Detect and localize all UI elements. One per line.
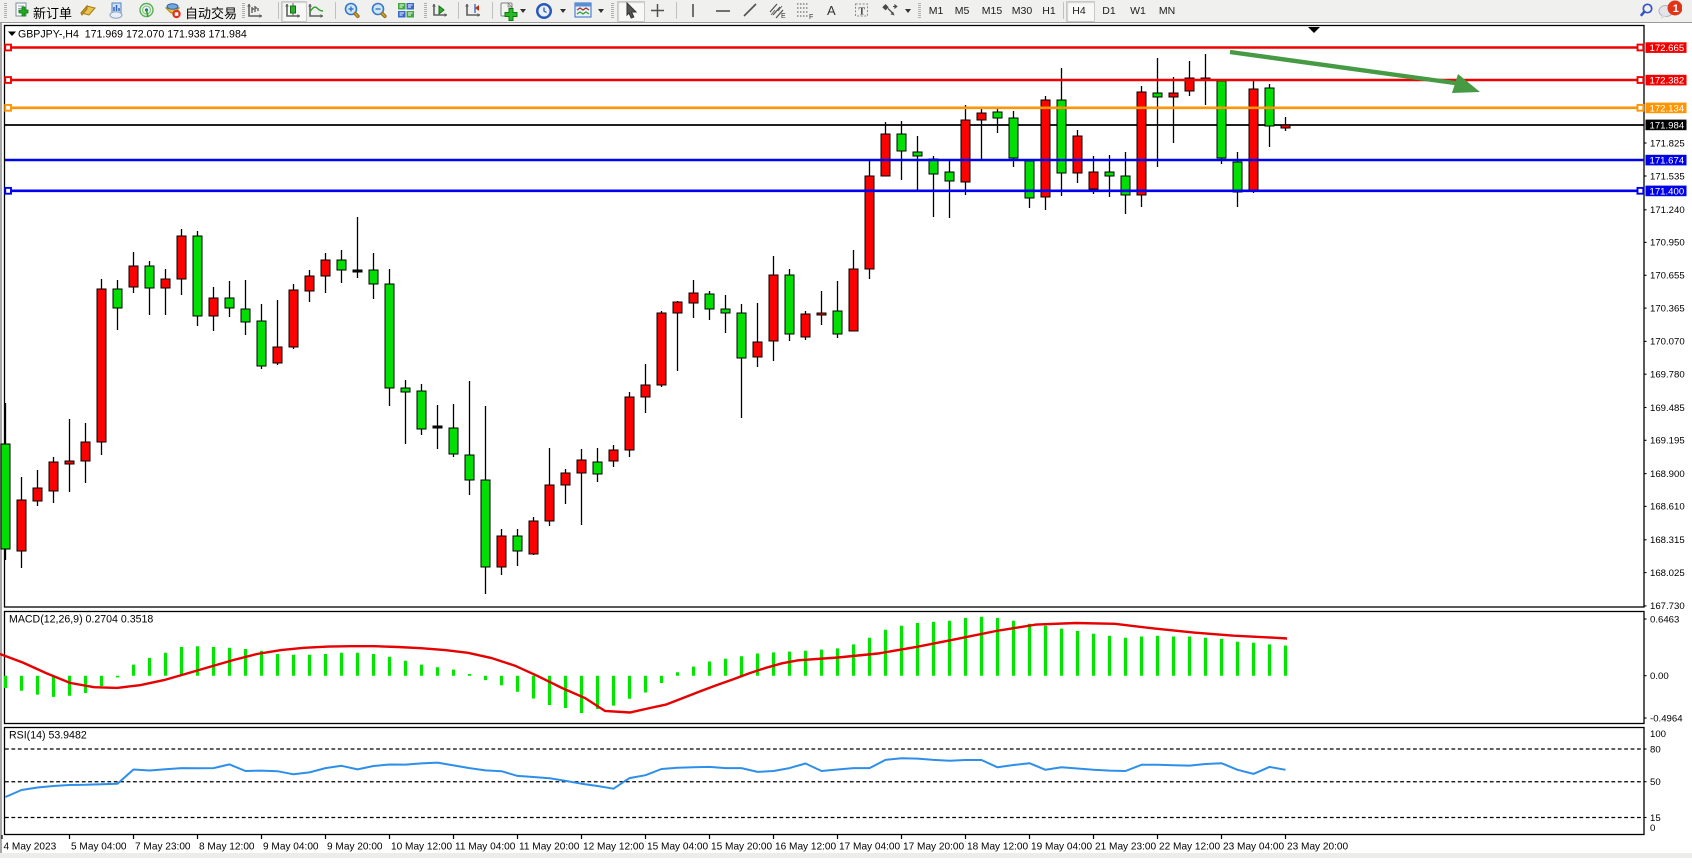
svg-text:5 May 04:00: 5 May 04:00	[71, 842, 127, 853]
svg-text:168.315: 168.315	[1650, 535, 1685, 546]
svg-text:17 May 20:00: 17 May 20:00	[903, 842, 965, 853]
svg-text:172.134: 172.134	[1650, 103, 1685, 114]
svg-text:21 May 23:00: 21 May 23:00	[1095, 842, 1157, 853]
svg-text:168.025: 168.025	[1650, 568, 1685, 579]
svg-text:50: 50	[1650, 777, 1661, 788]
svg-text:169.195: 169.195	[1650, 436, 1685, 447]
svg-text:169.485: 169.485	[1650, 403, 1685, 414]
svg-text:170.070: 170.070	[1650, 337, 1685, 348]
svg-text:0: 0	[1650, 823, 1655, 834]
svg-text:9 May 20:00: 9 May 20:00	[327, 842, 383, 853]
svg-text:GBPJPY-,H4 171.969 172.070 17: GBPJPY-,H4 171.969 172.070 171.938 171.9…	[18, 28, 247, 40]
svg-text:0.00: 0.00	[1650, 671, 1669, 682]
svg-text:F: F	[809, 14, 813, 20]
svg-text:16 May 12:00: 16 May 12:00	[775, 842, 837, 853]
svg-text:171.984: 171.984	[1650, 120, 1685, 131]
svg-text:167.730: 167.730	[1650, 601, 1685, 612]
svg-text:18 May 12:00: 18 May 12:00	[967, 842, 1029, 853]
svg-text:171.674: 171.674	[1650, 156, 1685, 167]
svg-text:22 May 12:00: 22 May 12:00	[1159, 842, 1221, 853]
svg-text:168.610: 168.610	[1650, 502, 1685, 513]
svg-text:11 May 04:00: 11 May 04:00	[455, 842, 516, 853]
svg-text:172.665: 172.665	[1650, 43, 1685, 54]
svg-text:17 May 04:00: 17 May 04:00	[839, 842, 901, 853]
svg-text:11 May 20:00: 11 May 20:00	[519, 842, 580, 853]
svg-text:4 May 2023: 4 May 2023	[4, 842, 57, 853]
svg-text:MACD(12,26,9) 0.2704 0.3518: MACD(12,26,9) 0.2704 0.3518	[9, 614, 153, 626]
svg-text:171.400: 171.400	[1650, 186, 1685, 197]
svg-text:19 May 04:00: 19 May 04:00	[1031, 842, 1093, 853]
svg-text:1: 1	[1673, 3, 1679, 15]
svg-text:172.382: 172.382	[1650, 76, 1685, 87]
svg-text:E: E	[781, 13, 786, 20]
svg-text:0.6463: 0.6463	[1650, 614, 1679, 625]
svg-text:170.950: 170.950	[1650, 238, 1685, 249]
svg-text:171.240: 171.240	[1650, 205, 1685, 216]
svg-text:171.535: 171.535	[1650, 171, 1685, 182]
svg-text:15: 15	[1650, 813, 1661, 824]
svg-text:12 May 12:00: 12 May 12:00	[583, 842, 645, 853]
svg-text:7 May 23:00: 7 May 23:00	[135, 842, 191, 853]
svg-text:100: 100	[1650, 729, 1666, 740]
svg-text:9 May 04:00: 9 May 04:00	[263, 842, 319, 853]
svg-text:170.655: 170.655	[1650, 271, 1685, 282]
svg-text:15 May 04:00: 15 May 04:00	[647, 842, 709, 853]
svg-text:23 May 04:00: 23 May 04:00	[1223, 842, 1285, 853]
svg-text:171.825: 171.825	[1650, 138, 1685, 149]
svg-text:168.900: 168.900	[1650, 469, 1685, 480]
svg-text:10 May 12:00: 10 May 12:00	[391, 842, 453, 853]
svg-text:8 May 12:00: 8 May 12:00	[199, 842, 255, 853]
svg-text:169.780: 169.780	[1650, 370, 1685, 381]
svg-text:-0.4964: -0.4964	[1650, 713, 1683, 724]
svg-text:80: 80	[1650, 744, 1661, 755]
svg-text:23 May 20:00: 23 May 20:00	[1287, 842, 1349, 853]
svg-text:T: T	[859, 7, 866, 18]
svg-text:RSI(14) 53.9482: RSI(14) 53.9482	[9, 730, 87, 742]
svg-text:15 May 20:00: 15 May 20:00	[711, 842, 773, 853]
svg-text:170.365: 170.365	[1650, 303, 1685, 314]
